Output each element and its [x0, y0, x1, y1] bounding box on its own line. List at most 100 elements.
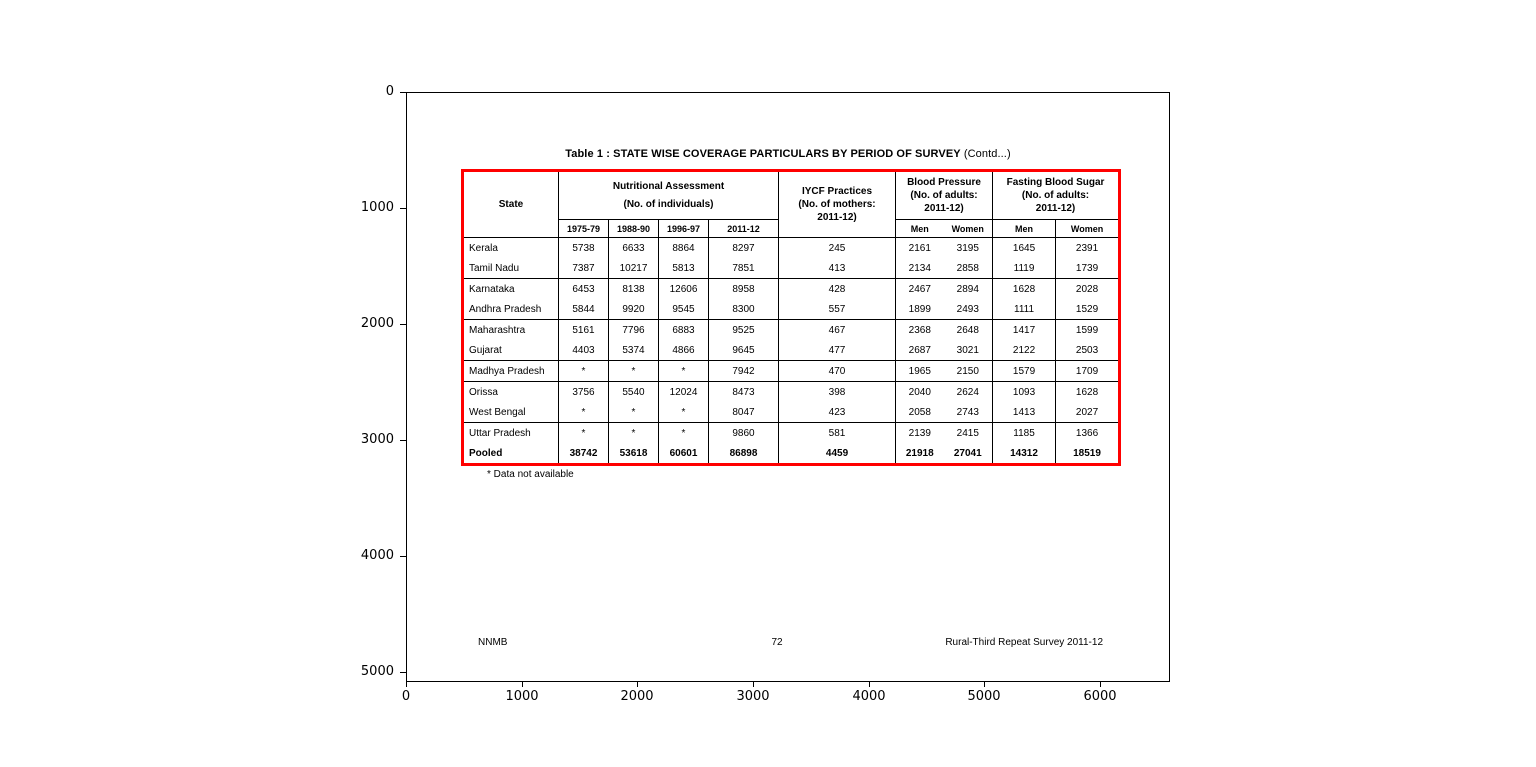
value-cell: 477 [778, 340, 896, 361]
table-title-main: Table 1 : STATE WISE COVERAGE PARTICULAR… [565, 148, 961, 160]
table-row: Uttar Pradesh * * * 9860 581 2139 2415 1185 1366 [462, 422, 1120, 443]
value-cell: * [558, 360, 609, 382]
x-tick-mark [637, 681, 638, 687]
value-cell: 5161 [558, 319, 609, 340]
value-cell: 2415 [943, 422, 993, 443]
value-cell: 1739 [1055, 258, 1120, 279]
value-cell: * [558, 422, 609, 443]
value-cell: 21918 [895, 443, 944, 465]
value-cell: 2858 [956, 262, 979, 274]
value-cell: 2040 [895, 381, 944, 402]
table-body: Kerala 5738 6633 8864 8297 245 2161 3195 1645 239… [462, 237, 1120, 465]
table-row: Pooled 38742 53618 60601 86898 4459 21918 27041… [463, 443, 1120, 465]
table-row: Orissa 3756 5540 12024 8473 398 2040 2624 1093 16… [462, 381, 1120, 402]
y-tick-mark [400, 208, 406, 209]
value-cell: 8138 [608, 278, 659, 299]
y-tick-label: 2000 [360, 316, 394, 331]
value-cell: 4459 [778, 443, 896, 465]
value-cell: 5374 [608, 340, 659, 361]
state-cell: Gujarat [469, 344, 502, 356]
y-tick-label: 0 [385, 84, 394, 99]
state-cell: Andhra Pradesh [469, 303, 542, 315]
x-tick-mark [522, 681, 523, 687]
bp-title: Blood Pressure [907, 177, 981, 188]
value-cell: 428 [778, 278, 896, 299]
coverage-table: State Nutritional Assessment (No. of ind… [461, 169, 1122, 466]
document-page: Table 1 : STATE WISE COVERAGE PARTICULAR… [407, 93, 1169, 681]
value-cell: 86898 [707, 443, 779, 465]
x-tick-mark [869, 681, 870, 687]
value-cell: 1628 [992, 278, 1056, 299]
na-subtitle: (No. of individuals) [623, 199, 714, 210]
fbs-subtitle: (No. of adults: [1021, 190, 1090, 201]
table-title-suffix: (Contd...) [960, 148, 1011, 160]
value-cell: 2028 [1055, 278, 1120, 299]
x-tick-mark [1100, 681, 1101, 687]
value-cell: 4403 [558, 340, 609, 361]
value-cell: 2391 [1055, 237, 1120, 258]
value-cell: 3195 [956, 242, 979, 254]
value-cell: 7851 [707, 258, 779, 279]
state-cell: Tamil Nadu [469, 262, 520, 274]
value-cell: 467 [778, 319, 896, 340]
value-cell: 3021 [956, 344, 979, 356]
x-tick-label: 4000 [852, 689, 886, 704]
value-cell: 413 [778, 258, 896, 279]
value-cell: 7387 [558, 258, 609, 279]
value-cell: 5813 [658, 258, 709, 279]
figure-axes: Table 1 : STATE WISE COVERAGE PARTICULAR… [406, 92, 1170, 682]
header-year: 1975-79 [558, 219, 609, 238]
value-cell: 1645 [992, 237, 1056, 258]
header-year: 1988-90 [608, 219, 659, 238]
value-cell: 1965 [895, 360, 944, 382]
value-cell: 2624 [943, 381, 993, 402]
value-cell: 8958 [707, 278, 779, 299]
header-bp-men: Men [895, 219, 944, 238]
value-cell: 2493 [956, 303, 979, 315]
value-cell: 60601 [658, 443, 709, 465]
x-tick-label: 6000 [1083, 689, 1117, 704]
y-tick-mark [400, 672, 406, 673]
value-cell: 6453 [558, 278, 609, 299]
value-cell: 1529 [1055, 299, 1120, 320]
value-cell: * [608, 422, 659, 443]
value-cell: 12024 [658, 381, 709, 402]
bp-subtitle: (No. of adults: [910, 190, 978, 201]
x-tick-label: 5000 [967, 689, 1001, 704]
iycf-period: 2011-12) [817, 212, 857, 223]
value-cell: 10217 [608, 258, 659, 279]
header-year: 2011-12 [707, 219, 779, 238]
table-row: Gujarat 4403 5374 4866 9645 477 2687 3021 2122 25… [463, 340, 1120, 361]
table-row: West Bengal * * * 8047 423 2058 2743 1413 2027 [463, 402, 1120, 423]
value-cell: 1628 [1055, 381, 1120, 402]
value-cell: 1366 [1055, 422, 1120, 443]
value-cell: 245 [778, 237, 896, 258]
footer-org: NNMB [478, 637, 508, 648]
value-cell: 2027 [1055, 402, 1120, 423]
value-cell: 1185 [992, 422, 1056, 443]
value-cell: * [658, 422, 709, 443]
value-cell: 2743 [956, 406, 979, 418]
y-tick-label: 4000 [360, 548, 394, 563]
value-cell: 5540 [608, 381, 659, 402]
table-row: Madhya Pradesh * * * 7942 470 1965 2150 1579 1709 [462, 360, 1120, 382]
value-cell: 2648 [943, 319, 993, 340]
y-tick-mark [400, 440, 406, 441]
value-cell: 1579 [992, 360, 1056, 382]
value-cell: 6883 [658, 319, 709, 340]
footnote: * Data not available [487, 469, 574, 480]
value-cell: 8297 [707, 237, 779, 258]
header-state: State [462, 170, 559, 238]
bp-period: 2011-12) [924, 203, 964, 214]
state-cell: Orissa [462, 381, 559, 402]
value-cell: 398 [778, 381, 896, 402]
y-tick-label: 1000 [360, 200, 394, 215]
value-cell: 27041 [953, 447, 982, 459]
state-cell: Madhya Pradesh [462, 360, 559, 382]
value-cell: 53618 [608, 443, 659, 465]
y-tick-mark [400, 92, 406, 93]
value-cell: 2150 [943, 360, 993, 382]
x-tick-label: 0 [401, 689, 411, 704]
x-tick-label: 3000 [736, 689, 770, 704]
value-cell: 2122 [992, 340, 1056, 361]
